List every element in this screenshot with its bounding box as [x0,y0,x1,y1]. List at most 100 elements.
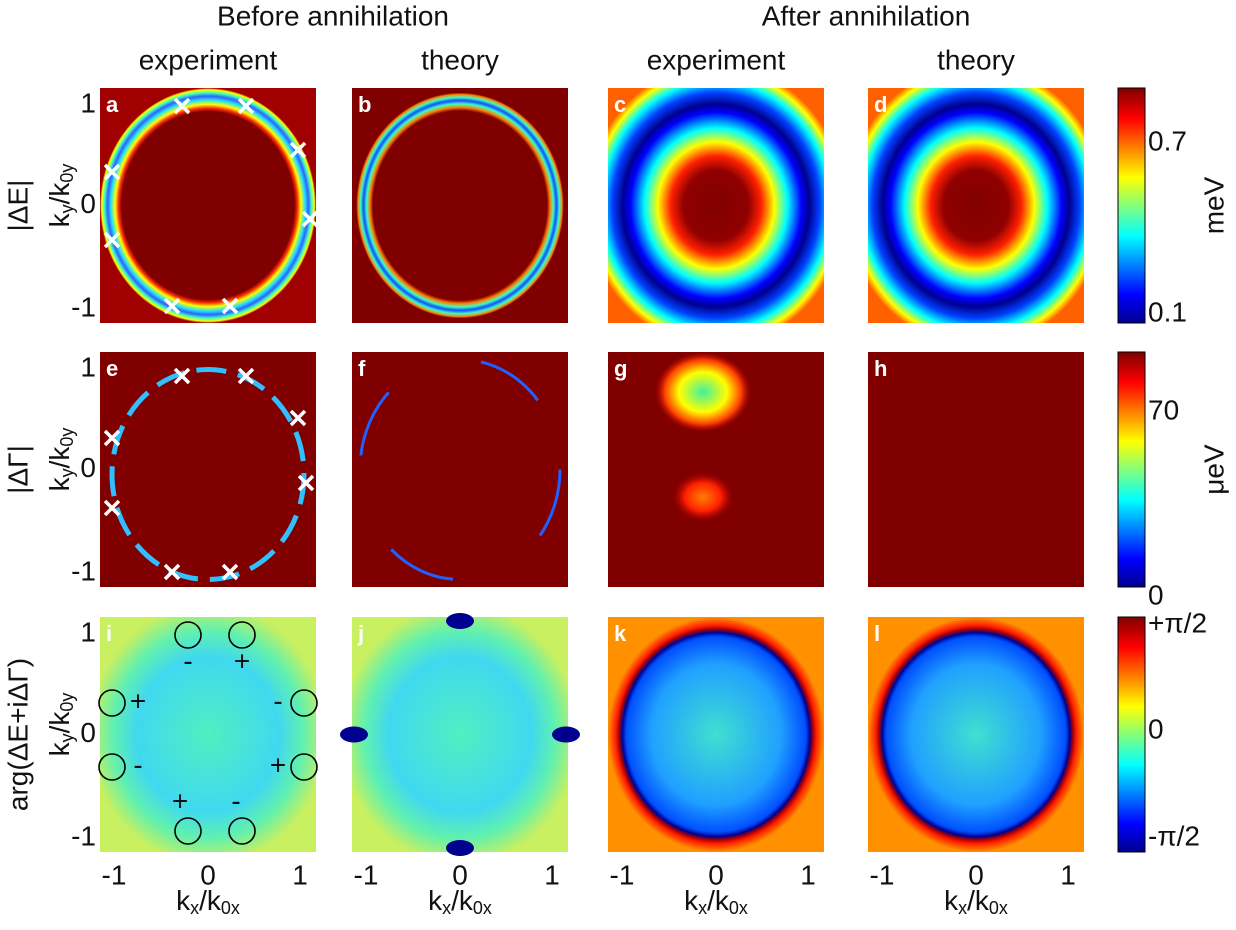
heatmap [868,88,1084,323]
sign-annotation: + [130,685,146,716]
colorbar-tick-label: +π/2 [1148,607,1207,638]
colorbar-tick-label: 0 [1148,579,1164,610]
axis-label: kx/k0x [428,885,492,917]
panel-label: i [106,621,112,646]
x-tick-label: -1 [610,859,635,890]
heatmap [352,617,568,852]
axis-label-part: k [944,885,959,916]
axis-label-part: /k [44,182,75,205]
axis-label-part: 0x [729,898,748,918]
panel-label: e [106,356,118,381]
axis-label: kx/k0x [944,885,1008,917]
axis-label-part: k [44,476,75,491]
panel-label: d [874,92,887,117]
colorbar-unit: meV [1198,176,1229,234]
axis-label-part: k [44,741,75,756]
y-tick-label: -1 [71,291,96,322]
colorbar-tick-label: 0 [1148,713,1164,744]
panel-label: j [357,621,364,646]
row-label: |ΔE| [2,180,33,232]
colorbar [1118,617,1145,852]
sign-annotation: - [133,749,142,780]
panel-label: a [106,92,119,117]
heatmap-feature [655,352,751,432]
axis-label: ky/k0y [44,428,76,492]
y-tick-label: 0 [80,717,96,748]
x-tick-label: 1 [800,859,816,890]
y-tick-label: 0 [80,452,96,483]
heatmap [100,617,316,852]
axis-label-part: 0y [57,164,77,183]
y-tick-label: 1 [80,87,96,118]
colorbar-tick-label: -π/2 [1148,820,1200,851]
axis-label-part: k [428,885,443,916]
y-tick-label: 0 [80,188,96,219]
axis-label-part: 0x [473,898,492,918]
heatmap [352,88,568,323]
axis-label-part: /k [199,885,222,916]
axis-label: ky/k0y [44,164,76,228]
axis-label-part: x [442,898,451,918]
heatmap [100,88,316,323]
panel-label: h [874,356,887,381]
sign-annotation: - [273,685,282,716]
x-tick-label: 1 [1060,859,1076,890]
x-tick-label: 1 [544,859,560,890]
axis-label-part: /k [707,885,730,916]
axis-label-part: /k [44,446,75,469]
heatmap [608,88,824,323]
heatmap [608,617,824,852]
heatmap [352,352,568,587]
x-tick-label: -1 [102,859,127,890]
axis-label-part: /k [44,711,75,734]
y-tick-label: -1 [71,820,96,851]
y-tick-label: 1 [80,351,96,382]
colorbar-tick-label: 0.7 [1148,125,1187,156]
heatmap [868,617,1084,852]
column-header: theory [937,44,1015,75]
group-header: After annihilation [762,0,971,31]
panel-label: c [614,92,626,117]
colorbar-tick-label: 0.1 [1148,296,1187,327]
heatmap [868,352,1084,587]
heatmap [100,352,316,587]
axis-label-part: 0y [57,428,77,447]
x-tick-label: 1 [292,859,308,890]
colorbar [1118,352,1145,587]
y-tick-label: -1 [71,555,96,586]
axis-label-part: k [684,885,699,916]
axis-label-part: /k [967,885,990,916]
axis-label-part: y [57,204,77,213]
colorbar-tick-label: 70 [1148,394,1179,425]
sign-annotation: + [172,785,188,816]
colorbar [1118,88,1145,323]
panel-label: l [874,621,880,646]
sign-annotation: - [183,645,192,676]
axis-label-part: y [57,468,77,477]
panel-label: f [358,356,366,381]
axis-label-part: 0x [221,898,240,918]
axis-label-part: x [190,898,199,918]
axis-label: kx/k0x [176,885,240,917]
y-tick-label: 1 [80,616,96,647]
panel-label: k [614,621,627,646]
heatmap-feature [673,473,733,521]
heatmap-feature [552,727,580,743]
heatmap-feature [340,727,368,743]
axis-label: ky/k0y [44,693,76,757]
figure: Before annihilation After annihilation e… [0,0,1236,930]
sign-annotation: - [231,785,240,816]
axis-label-part: x [698,898,707,918]
column-header: experiment [139,44,278,75]
row-label: arg(ΔE+iΔΓ) [2,658,33,811]
axis-label-part: 0y [57,693,77,712]
heatmap-feature [446,840,474,856]
sign-annotation: + [234,645,250,676]
x-tick-label: -1 [870,859,895,890]
group-header: Before annihilation [217,0,449,31]
axis-label-part: k [44,212,75,227]
panel-label: g [614,356,627,381]
axis-label-part: k [176,885,191,916]
row-label: |ΔΓ| [2,445,33,494]
colorbar-unit: μeV [1198,444,1229,495]
